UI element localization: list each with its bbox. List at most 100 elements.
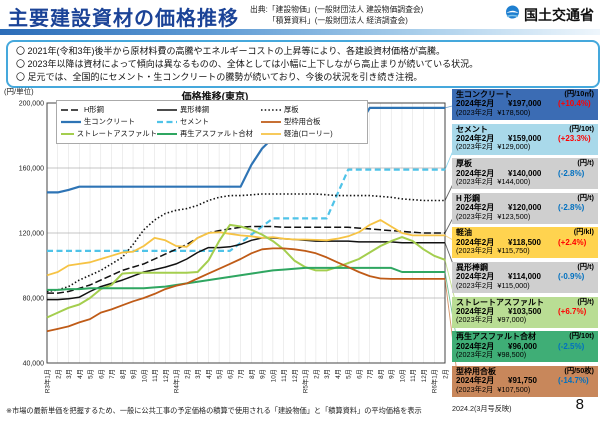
x-axis-tick-label: 7月 [366, 369, 374, 379]
series-line-saisei [47, 266, 445, 291]
series-line-h_keiko [47, 225, 445, 294]
yoy-change: (-0.9%) [558, 272, 585, 282]
yoy-change: (-2.8%) [558, 203, 585, 213]
price-card-cement: セメント (円/10t) 2024年2月 ¥159,000 (+23.3%) (2023年… [452, 123, 598, 155]
x-axis-tick-label: 10月 [398, 369, 406, 382]
current-price: ¥114,000 [508, 272, 541, 282]
price-card-atsuita: 厚板 (円/t) 2024年2月 ¥140,000 (-2.8%) (2023年2月 ¥1… [452, 158, 598, 190]
header-divider-bar [0, 29, 600, 35]
material-unit: (円/t) [577, 262, 594, 271]
current-date-label: 2024年2月 [456, 272, 495, 282]
material-unit: (円/10t) [569, 123, 594, 133]
yoy-change: (+23.3%) [558, 134, 591, 144]
previous-date-label: (2023年2月 [456, 177, 494, 187]
legend-item: 軽油(ローリー) [261, 128, 357, 140]
previous-price: ¥178,500) [497, 107, 531, 117]
material-name: 厚板 [456, 159, 472, 169]
price-card-ikei_boko: 異形棒鋼 (円/t) 2024年2月 ¥114,000 (-0.9%) (2023年2月 … [452, 262, 598, 293]
current-date-label: 2024年2月 [456, 168, 495, 178]
key-point-line: 〇 2021年(令和3年)後半から原材料費の高騰やエネルギーコストの上昇等により… [16, 46, 445, 56]
x-axis-tick-label: R6年1月 [430, 369, 439, 393]
yoy-change: (+2.4%) [558, 237, 587, 247]
legend-line-sample [261, 121, 281, 123]
x-axis-tick-label: 9月 [259, 369, 267, 379]
x-axis-tick-label: 4月 [334, 369, 342, 379]
series-line-katawaku [46, 247, 445, 333]
current-price: ¥118,500 [508, 237, 541, 247]
previous-price: ¥107,500) [497, 384, 531, 394]
material-name: 再生アスファルト合材 [456, 332, 536, 342]
legend-item: セメント [157, 116, 261, 128]
legend-item: 生コンクリート [61, 116, 157, 128]
price-card-katawaku: 型枠用合板 (円/50枚) 2024年2月 ¥91,750 (-14.7%) (2023年… [452, 365, 598, 397]
x-axis-tick-label: 6月 [355, 369, 363, 379]
previous-price: ¥98,500) [497, 350, 527, 360]
current-date-label: 2024年2月 [456, 237, 495, 247]
x-axis-tick-label: 8月 [119, 369, 127, 379]
y-axis-tick-label: 200,000 [19, 101, 44, 108]
legend-label: H形鋼 [84, 105, 104, 114]
material-name: セメント [456, 124, 488, 134]
x-axis-tick-label: 3月 [65, 369, 73, 379]
x-axis-tick-label: 12月 [291, 369, 299, 382]
material-unit: (円/10t) [569, 331, 594, 341]
x-axis-tick-label: 12月 [420, 369, 428, 382]
previous-price: ¥129,000) [497, 142, 531, 152]
x-axis-tick-label: 11月 [151, 369, 159, 382]
material-name: ストレートアスファルト [456, 297, 544, 307]
source-citation: 出典:「建設物価」(一般財団法人 建設物価調査会) 「積算資料」(一般財団法人 … [250, 4, 423, 27]
material-unit: (円/10㎥) [564, 89, 594, 98]
legend-label: ストレートアスファルト [76, 129, 157, 138]
y-axis-tick-label: 160,000 [19, 166, 44, 173]
current-price: ¥197,000 [508, 99, 542, 109]
previous-price: ¥115,000) [497, 280, 530, 290]
key-points-box: 〇 2021年(令和3年)後半から原材料費の高騰やエネルギーコストの上昇等により… [6, 40, 600, 88]
previous-date-label: (2023年2月 [456, 107, 494, 117]
previous-date-label: (2023年2月 [456, 211, 494, 221]
series-line-keiyu [46, 219, 445, 277]
previous-date-label: (2023年2月 [456, 280, 494, 290]
x-axis-tick-label: 9月 [130, 369, 138, 379]
price-trend-chart: (円/単位) 価格推移(東京) 200,000 160,000 120,000 80,… [0, 86, 600, 408]
data-date-note: 2024.2(3月号反映) [452, 404, 512, 413]
current-date-label: 2024年2月 [456, 341, 495, 351]
material-name: 生コンクリート [456, 90, 512, 99]
legend-item: 型枠用合板 [261, 116, 357, 128]
key-point-line: 〇 2023年以降は資材によって傾向は異なるものの、全体としては小幅に上下しなが… [16, 59, 479, 70]
page-number: 8 [575, 396, 584, 413]
x-axis-tick-label: 2月 [312, 369, 320, 379]
current-price: ¥140,000 [508, 168, 542, 178]
yoy-change: (+10.4%) [558, 99, 591, 109]
x-axis-tick-label: 7月 [108, 369, 116, 379]
x-axis-tick-label: R5年1月 [301, 369, 310, 393]
current-price: ¥91,750 [508, 376, 537, 386]
y-axis-unit-label: (円/単位) [4, 87, 34, 96]
price-card-st_asphalt: ストレートアスファルト (円/t) 2024年2月 ¥103,500 (+6.7%) (2… [452, 296, 598, 328]
yoy-change: (-14.7%) [558, 376, 589, 386]
material-name: 型枠用合板 [456, 366, 496, 376]
price-card-nama_con: 生コンクリート (円/10㎥) 2024年2月 ¥197,000 (+10.4%) (20… [452, 89, 598, 120]
legend-line-sample [61, 120, 81, 124]
y-axis-tick-label: 40,000 [23, 361, 45, 368]
current-date-label: 2024年2月 [456, 134, 495, 144]
chart-legend: H形鋼 異形棒鋼 厚板 生コンクリート セメント 型枠用合板 ストレートアスファ… [56, 100, 368, 144]
x-axis-tick-label: 3月 [194, 369, 202, 379]
price-card-list: 生コンクリート (円/10㎥) 2024年2月 ¥197,000 (+10.4%) (20… [452, 89, 598, 401]
key-point-line: 〇 足元では、全国的にセメント・生コンクリートの騰勢が続いており、今後の状況を引… [16, 72, 423, 83]
previous-price: ¥123,500) [497, 211, 531, 221]
previous-price: ¥144,000) [497, 177, 531, 187]
previous-date-label: (2023年2月 [456, 315, 494, 325]
x-axis-tick-label: 2月 [442, 369, 450, 379]
yoy-change: (+6.7%) [558, 307, 587, 317]
material-name: 異形棒鋼 [456, 263, 488, 272]
legend-item: ストレートアスファルト [61, 128, 157, 140]
legend-item: 厚板 [261, 104, 357, 116]
material-unit: (円/t) [577, 192, 594, 202]
legend-line-sample [261, 109, 281, 111]
legend-item: 再生アスファルト合材 [157, 128, 261, 140]
previous-date-label: (2023年2月 [456, 384, 494, 394]
agency-name: 国土交通省 [524, 7, 594, 23]
current-date-label: 2024年2月 [456, 99, 495, 109]
legend-line-sample [61, 109, 81, 111]
